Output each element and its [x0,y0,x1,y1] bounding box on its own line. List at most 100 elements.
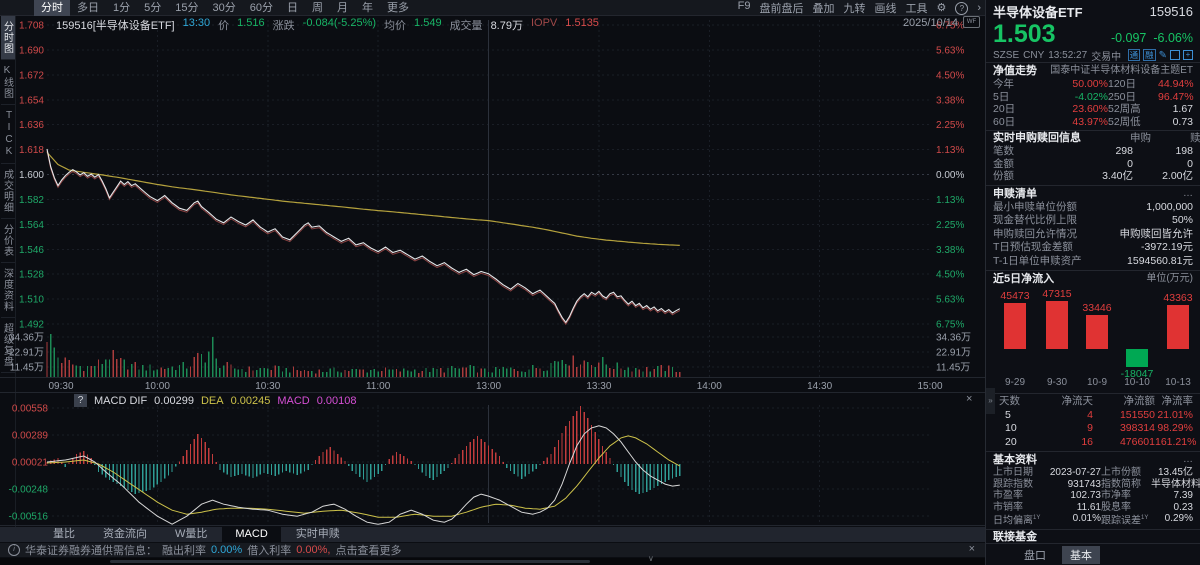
quote-panel-tabs: 盘口 基本 [986,543,1200,565]
volume-bars [46,334,681,377]
last-price: 1.503 [993,20,1056,48]
period-tab-日[interactable]: 日 [287,1,298,14]
period-tab-多日[interactable]: 多日 [77,1,99,14]
settings-gear-icon[interactable]: ⚙ [936,2,947,14]
lend-rate-value: 0.00% [211,544,243,556]
chevron-right-icon[interactable]: › [977,2,981,14]
period-tab-30分[interactable]: 30分 [212,1,236,14]
netflow-table-cell: 5 [1005,408,1011,421]
netflow-value-label: 33446 [1082,302,1112,314]
period-tab-5分[interactable]: 5分 [144,1,162,14]
indicator-tab-MACD[interactable]: MACD [222,527,281,542]
statusbar-close-icon[interactable]: × [968,543,975,555]
netflow-bar [1126,349,1148,367]
list-section-title: 申赎清单 [993,187,1037,200]
nav-label: 20日 [993,103,1016,115]
tool-叠加[interactable]: 叠加 [812,3,835,15]
exchange-label: SZSE [993,49,1020,61]
subscribe-value: 3.40亿 [1102,170,1133,182]
basic-value: 2023-07-27 [1049,467,1101,478]
macd-label: MACD [277,394,310,407]
macd-close-icon[interactable]: × [966,393,973,405]
list-label: T日预估现金差额 [993,241,1073,253]
chart-symbol: 159516[半导体设备ETF] [56,20,175,32]
basic-more-dots-icon[interactable]: … [1183,454,1193,465]
pct-axis-label: 5.63% [936,45,964,56]
list-value: 50% [1171,214,1193,226]
period-tab-月[interactable]: 月 [337,1,348,14]
period-tab-分时[interactable]: 分时 [34,0,70,16]
tool-F9[interactable]: F9 [737,0,751,12]
redeem-col-header: 赎回 [1190,132,1200,144]
period-tab-15分[interactable]: 15分 [175,1,199,14]
panel-tab-盘口[interactable]: 盘口 [1024,549,1046,562]
time-axis-label: 15:00 [917,381,942,392]
indicator-tab-量比[interactable]: 量比 [53,528,75,540]
tool-画线[interactable]: 画线 [874,3,897,15]
add-plus-icon[interactable]: + [1183,50,1193,60]
indicator-tab-资金流向[interactable]: 资金流向 [103,528,147,540]
help-icon[interactable]: ? [955,1,969,15]
basic-value: 0.23 [1173,501,1193,513]
more-dots-icon[interactable]: … [1183,187,1193,199]
sidebar-item-分时图[interactable]: 分时图 [0,16,15,60]
time-axis-label: 13:00 [476,381,501,392]
pct-axis-label: 1.13% [936,195,964,206]
realtime-subscription-section: 实时申购赎回信息 申购 赎回 笔数 298 198 金额 0 0 份额 3.40亿 2.00亿 [986,130,1200,185]
period-tab-60分[interactable]: 60分 [249,1,273,14]
basic-label: 市盈率 [993,490,1023,501]
index-full-name: 国泰中证半导体材料设备主题ET [1050,65,1193,76]
panel-tab-基本[interactable]: 基本 [1062,545,1100,564]
netflow-date-label: 10-9 [1086,377,1107,388]
price-axis-label: 1.618 [19,145,44,156]
sidebar-item-分价表[interactable]: 分价表 [0,219,15,263]
macd-help-icon[interactable]: ? [74,394,87,407]
toolbar-tool-items: F9 盘前盘后 叠加 九转 画线 工具 [738,0,928,16]
intraday-chart[interactable]: 1.708 1.690 1.672 1.654 1.636 1.618 1.600 1.582… [0,0,985,527]
tool-九转[interactable]: 九转 [843,3,866,15]
sidebar-item-TICK[interactable]: TICK [0,105,15,164]
quote-header: 半导体设备ETF 159516 1.503 -0.097 -6.06% SZSE… [986,0,1200,63]
mini-window-icon[interactable]: WF [963,16,980,28]
trading-status: 交易中 [1091,51,1122,63]
tool-盘前盘后[interactable]: 盘前盘后 [759,3,804,15]
macd-axis-label: -0.00516 [9,511,49,522]
price-change: -0.097 [1110,31,1147,45]
netflow-date-label: 9-30 [1046,377,1067,388]
period-tab-1分[interactable]: 1分 [113,1,131,14]
sidebar-item-K线图[interactable]: K线图 [0,60,15,105]
realtime-label: 金额 [993,157,1014,170]
netflow-table-row: 10 9 398314 98.29% [993,422,1193,436]
badge-融: 融 [1143,49,1156,61]
edit-pencil-icon[interactable]: ✎ [1158,49,1167,61]
time-axis-label: 10:00 [145,381,170,392]
scrollbar-thumb[interactable] [110,560,590,563]
sidebar-item-成交明细[interactable]: 成交明细 [0,164,15,219]
list-row: 现金替代比例上限 50% [993,214,1193,228]
panel-collapse-icon[interactable]: » [986,388,995,414]
period-tab-更多[interactable]: 更多 [387,1,409,14]
pct-axis-label: 2.25% [936,220,964,231]
nav-value: 43.97% [1072,115,1108,128]
macd-dea-value: 0.00245 [230,394,271,407]
see-more-link[interactable]: 点击查看更多 [335,545,402,557]
indicator-tab-实时申赎[interactable]: 实时申赎 [295,528,340,540]
pct-axis-label: 5.63% [936,295,964,306]
list-row: T-1日单位申赎资产 1594560.81元 [993,255,1193,269]
sidebar-item-超级复盘[interactable]: 超级复盘 [0,318,15,373]
tool-工具[interactable]: 工具 [905,3,928,15]
change-value: -0.084(-5.25%) [302,17,377,29]
basic-label: 跟踪指数 [993,478,1033,490]
netflow-table-col: 净流率 [1161,395,1194,407]
period-tab-年[interactable]: 年 [362,1,373,14]
window-grid-icon[interactable] [1170,50,1180,60]
macd-dif-line [46,425,680,525]
macd-dif-label: MACD DIF [94,394,148,407]
sidebar-item-深度资料[interactable]: 深度资料 [0,263,15,318]
price-axis-label: 1.492 [19,320,44,331]
period-tab-周[interactable]: 周 [312,1,323,14]
collapse-handle-icon[interactable]: ∨ [648,554,654,563]
indicator-tab-W量比[interactable]: W量比 [175,528,208,540]
basic-info-rows: 上市日期 2023-07-27 上市份额 13.45亿 跟踪指数 931743 指数简称 半导… [993,467,1200,527]
